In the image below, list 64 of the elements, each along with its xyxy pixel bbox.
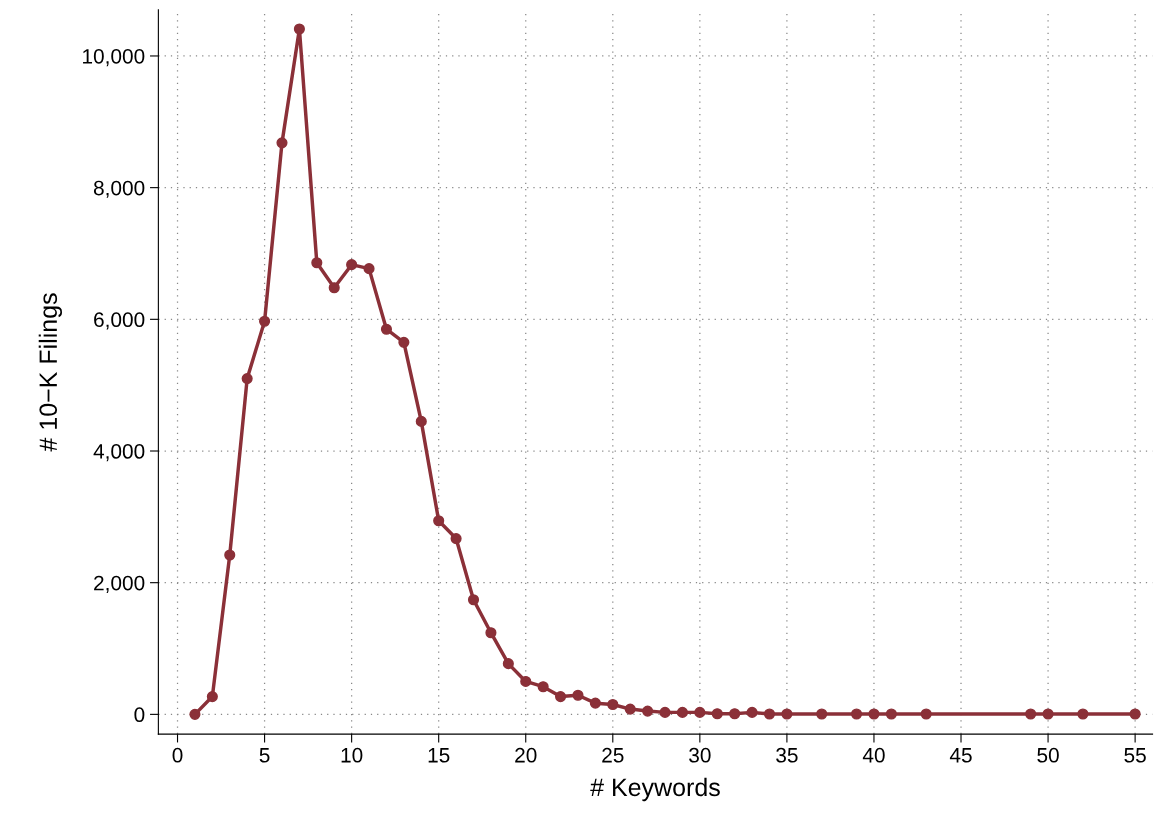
y-tick-label: 2,000 xyxy=(94,575,145,593)
point xyxy=(276,137,288,149)
y-axis-title: # 10−K Filings xyxy=(38,293,63,452)
point xyxy=(816,708,828,720)
point xyxy=(676,706,688,718)
point xyxy=(572,689,584,701)
point xyxy=(293,23,305,35)
point xyxy=(520,675,532,688)
point xyxy=(502,658,514,670)
point xyxy=(850,708,863,720)
y-tick-label: 10,000 xyxy=(83,48,145,67)
x-tick-label: 0 xyxy=(172,747,183,763)
point xyxy=(380,323,393,335)
point xyxy=(1129,708,1141,720)
point xyxy=(433,515,445,527)
point xyxy=(311,257,323,269)
point xyxy=(415,415,427,427)
x-tick-label: 20 xyxy=(515,747,537,763)
point xyxy=(467,594,480,606)
x-tick-label: 5 xyxy=(259,748,270,763)
point xyxy=(781,708,793,720)
point xyxy=(642,705,654,717)
x-tick-label: 40 xyxy=(862,747,885,763)
x-tick-label: 25 xyxy=(602,747,624,763)
point xyxy=(328,282,340,294)
x-tick-label: 15 xyxy=(428,748,450,763)
point xyxy=(1077,708,1089,720)
x-tick-label: 50 xyxy=(1037,747,1059,763)
point xyxy=(729,708,741,720)
point xyxy=(589,697,601,709)
x-tick-label: 55 xyxy=(1124,748,1146,763)
point xyxy=(398,336,410,348)
point xyxy=(206,691,218,703)
point xyxy=(537,681,549,693)
point xyxy=(450,533,462,545)
point xyxy=(694,706,706,718)
point xyxy=(659,706,671,718)
x-tick-label: 30 xyxy=(689,747,711,763)
y-tick-label: 8,000 xyxy=(93,180,145,198)
point xyxy=(346,259,358,271)
point xyxy=(485,627,497,639)
point xyxy=(746,706,758,718)
point xyxy=(189,708,201,720)
y-tick-label: 0 xyxy=(134,707,145,723)
point xyxy=(624,703,636,715)
x-tick-label: 45 xyxy=(949,748,972,763)
point xyxy=(224,549,236,561)
point xyxy=(920,708,932,720)
point xyxy=(241,373,253,385)
point xyxy=(1025,708,1037,720)
point xyxy=(885,708,897,720)
point xyxy=(1042,708,1054,720)
y-tick-label: 6,000 xyxy=(94,312,145,330)
point xyxy=(259,315,271,327)
point xyxy=(555,691,567,703)
point xyxy=(711,708,723,720)
y-tick-label: 4,000 xyxy=(93,444,145,462)
x-axis-title: # Keywords xyxy=(590,777,720,802)
x-tick-label: 10 xyxy=(341,747,363,763)
x-tick-label: 35 xyxy=(776,747,798,763)
point xyxy=(363,263,375,275)
point xyxy=(763,708,776,720)
point xyxy=(607,698,619,711)
point xyxy=(868,708,880,720)
